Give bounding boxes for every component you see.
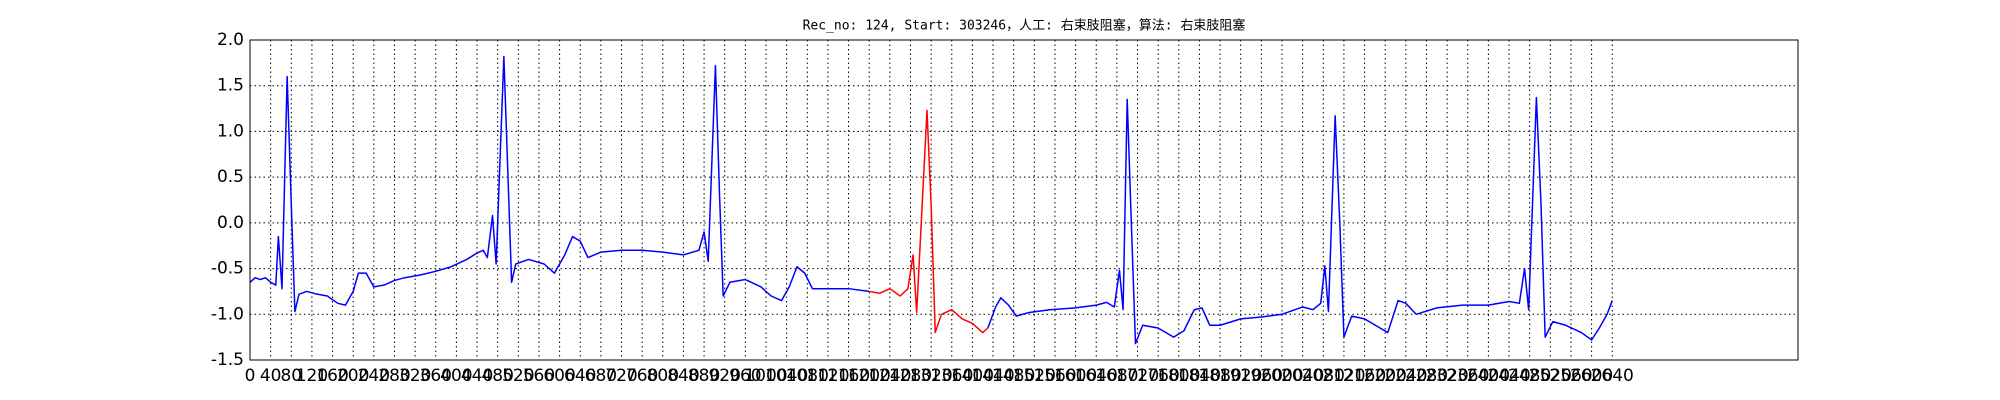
x-tick-label: 2480 (1508, 366, 1551, 386)
plot-area (250, 40, 1798, 360)
x-tick-label: 2560 (1549, 366, 1592, 386)
y-tick-label: 0.5 (217, 167, 244, 187)
x-tick-label: 240 (358, 366, 390, 386)
x-tick-label: 480 (481, 366, 513, 386)
x-tick-label: 1000 (744, 366, 787, 386)
x-tick-label: 2000 (1260, 366, 1303, 386)
x-tick-label: 760 (626, 366, 658, 386)
x-tick-label: 840 (667, 366, 699, 386)
x-tick-label: 800 (647, 366, 679, 386)
x-tick-label: 40 (260, 366, 282, 386)
x-tick-label: 2320 (1425, 366, 1468, 386)
x-tick-label: 2640 (1591, 366, 1634, 386)
x-tick-label: 640 (564, 366, 596, 386)
y-tick-label: -0.5 (211, 259, 244, 279)
x-tick-label: 1200 (848, 366, 891, 386)
x-tick-label: 1440 (971, 366, 1014, 386)
x-tick-label: 1040 (765, 366, 808, 386)
x-tick-label: 2240 (1384, 366, 1427, 386)
x-tick-label: 400 (440, 366, 472, 386)
x-tick-label: 1360 (930, 366, 973, 386)
x-tick-label: 1720 (1116, 366, 1159, 386)
x-tick-label: 1120 (806, 366, 849, 386)
x-tick-label: 0 (245, 366, 256, 386)
x-tick-label: 1840 (1178, 366, 1221, 386)
x-tick-label: 1880 (1198, 366, 1241, 386)
x-tick-label: 80 (280, 366, 302, 386)
x-tick-label: 2600 (1570, 366, 1613, 386)
x-tick-label: 280 (378, 366, 410, 386)
x-tick-label: 1080 (786, 366, 829, 386)
x-tick-label: 360 (420, 366, 452, 386)
x-tick-label: 600 (543, 366, 575, 386)
series-line (249, 55, 1613, 345)
x-tick-label: 2120 (1322, 366, 1365, 386)
y-tick-label: -1.0 (211, 304, 244, 324)
y-tick-label: 2.0 (217, 30, 244, 50)
y-tick-label: 1.5 (217, 76, 244, 96)
x-tick-label: 1560 (1033, 366, 1076, 386)
x-tick-label: 960 (729, 366, 761, 386)
x-tick-label: 520 (502, 366, 534, 386)
x-tick-label: 2400 (1467, 366, 1510, 386)
x-tick-label: 1320 (909, 366, 952, 386)
x-tick-label: 880 (688, 366, 720, 386)
x-tick-label: 2360 (1446, 366, 1489, 386)
x-tick-label: 560 (523, 366, 555, 386)
x-tick-label: 160 (316, 366, 348, 386)
x-tick-label: 1760 (1137, 366, 1180, 386)
y-tick-label: 1.0 (217, 121, 244, 141)
x-tick-label: 1600 (1054, 366, 1097, 386)
x-tick-label: 1800 (1157, 366, 1200, 386)
x-tick-label: 920 (708, 366, 740, 386)
x-tick-label: 2080 (1302, 366, 1345, 386)
x-tick-label: 1520 (1013, 366, 1056, 386)
x-tick-label: 2520 (1529, 366, 1572, 386)
x-tick-label: 120 (296, 366, 328, 386)
x-tick-label: 1160 (827, 366, 870, 386)
x-tick-label: 1960 (1240, 366, 1283, 386)
x-tick-label: 1280 (889, 366, 932, 386)
x-tick-label: 720 (605, 366, 637, 386)
y-tick-label: -1.5 (211, 350, 244, 370)
x-tick-label: 2440 (1487, 366, 1530, 386)
plot-frame (249, 39, 1799, 361)
x-tick-label: 1480 (992, 366, 1035, 386)
x-tick-label: 1640 (1075, 366, 1118, 386)
x-tick-label: 440 (461, 366, 493, 386)
x-tick-label: 2200 (1364, 366, 1407, 386)
x-tick-label: 1240 (868, 366, 911, 386)
x-tick-label: 2280 (1405, 366, 1448, 386)
x-tick-label: 320 (399, 366, 431, 386)
chart-title: Rec_no: 124, Start: 303246，人工: 右束肢阻塞，算法:… (803, 18, 1246, 34)
x-tick-label: 1680 (1095, 366, 1138, 386)
series-line (869, 109, 989, 334)
x-tick-label: 2160 (1343, 366, 1386, 386)
x-tick-label: 2040 (1281, 366, 1324, 386)
y-tick-label: 0.0 (217, 213, 244, 233)
x-tick-label: 1400 (951, 366, 994, 386)
x-tick-label: 1920 (1219, 366, 1262, 386)
x-tick-label: 200 (337, 366, 369, 386)
x-tick-label: 680 (585, 366, 617, 386)
